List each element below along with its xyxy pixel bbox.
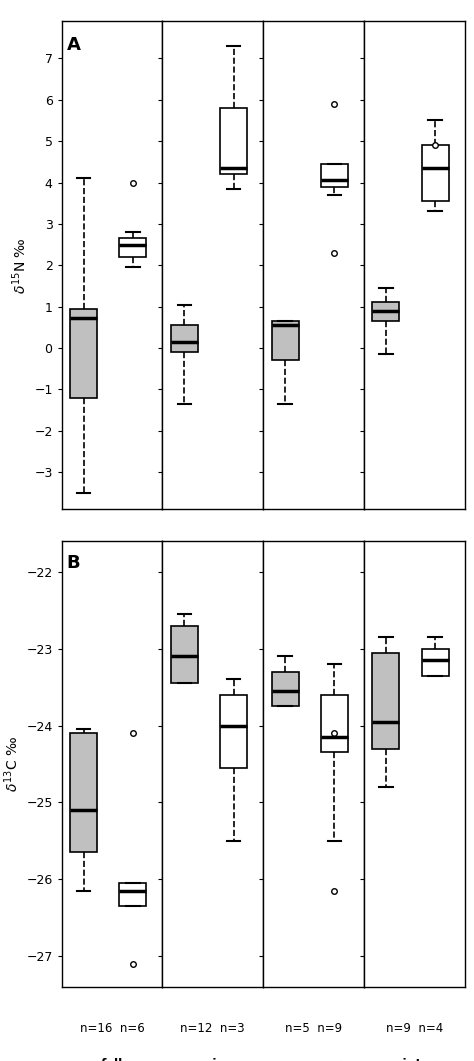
Text: n=16  n=6: n=16 n=6 — [80, 1023, 145, 1036]
PathPatch shape — [220, 108, 247, 174]
Text: spring: spring — [191, 1058, 235, 1061]
Text: A: A — [67, 36, 81, 54]
Y-axis label: $\delta^{15}$N ‰: $\delta^{15}$N ‰ — [10, 237, 28, 294]
Y-axis label: $\delta^{13}$C ‰: $\delta^{13}$C ‰ — [2, 736, 21, 792]
Text: n=9  n=4: n=9 n=4 — [385, 1023, 443, 1036]
PathPatch shape — [272, 672, 299, 707]
PathPatch shape — [321, 695, 348, 752]
PathPatch shape — [70, 309, 97, 398]
Text: n=12  n=3: n=12 n=3 — [181, 1023, 245, 1036]
PathPatch shape — [373, 653, 400, 749]
Text: B: B — [67, 555, 80, 573]
Text: winter: winter — [392, 1058, 437, 1061]
Text: fall: fall — [101, 1058, 123, 1061]
PathPatch shape — [119, 883, 146, 906]
PathPatch shape — [220, 695, 247, 768]
PathPatch shape — [373, 302, 400, 321]
Text: n=5  n=9: n=5 n=9 — [285, 1023, 342, 1036]
PathPatch shape — [321, 163, 348, 187]
PathPatch shape — [171, 626, 198, 683]
PathPatch shape — [272, 321, 299, 361]
Text: summer: summer — [285, 1058, 342, 1061]
PathPatch shape — [421, 648, 448, 676]
PathPatch shape — [119, 239, 146, 257]
PathPatch shape — [70, 733, 97, 852]
PathPatch shape — [421, 145, 448, 202]
PathPatch shape — [171, 326, 198, 352]
